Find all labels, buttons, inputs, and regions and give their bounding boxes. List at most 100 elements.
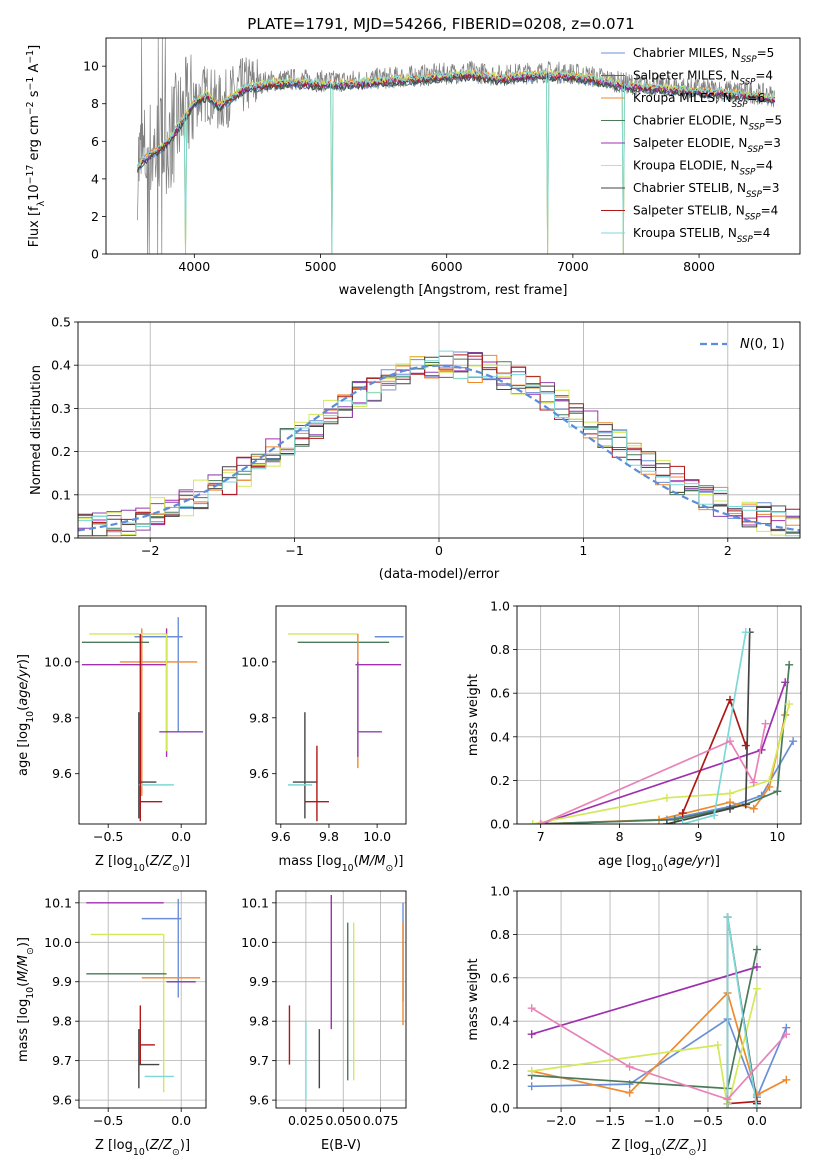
x-tick-label: 9.6 <box>271 829 291 844</box>
weight-marker <box>625 1088 634 1097</box>
y-tick-label: 9.8 <box>52 710 72 725</box>
label-part: ( <box>663 854 668 869</box>
label-part: Z/Z <box>665 1138 689 1153</box>
y-tick-label: 0.2 <box>490 773 510 788</box>
plot-area <box>86 898 201 1093</box>
axes-frame <box>78 890 207 1109</box>
label-part: 10 <box>651 863 663 874</box>
label-part: −2 <box>25 101 36 115</box>
weight-series <box>726 916 758 1108</box>
plot-area <box>288 894 404 1101</box>
plot-area <box>78 350 800 537</box>
x-axis-label: mass [log10(M/M⊙)] <box>279 854 404 874</box>
label-part: age/yr <box>16 662 31 705</box>
label-part: ⊙ <box>689 1147 697 1158</box>
weight-marker <box>749 804 758 813</box>
y-tick-label: 9.6 <box>249 1093 269 1108</box>
x-tick-label: 0.025 <box>288 1113 324 1128</box>
label-part: 10 <box>25 711 36 723</box>
label-part: Z [log <box>95 1138 133 1153</box>
weight-marker <box>528 820 537 824</box>
legend-label: N(0, 1) <box>740 337 785 352</box>
axes-frame <box>105 37 801 255</box>
plot-area <box>137 38 776 254</box>
y-tick-label: 9.8 <box>249 1014 269 1029</box>
label-part: s <box>27 90 42 101</box>
y-tick-label: 9.8 <box>52 1014 72 1029</box>
weight-marker <box>527 1004 536 1013</box>
x-tick-label: 4000 <box>178 259 210 274</box>
x-tick-label: 7000 <box>557 259 589 274</box>
weight-marker <box>726 789 734 798</box>
label-part: Z [log <box>95 854 133 869</box>
label-part: ( <box>16 706 31 711</box>
y-tick-label: 0.0 <box>51 531 71 546</box>
weight-series <box>727 1100 757 1105</box>
histogram-series <box>78 350 800 537</box>
axes-frame <box>77 321 801 539</box>
y-axis-label: Flux [fλ10−17 erg cm−2 s−1 A−1] <box>25 45 47 247</box>
weight-marker <box>662 793 671 802</box>
legend-label: Kroupa STELIB, NSSP=4 <box>633 226 770 245</box>
panel-mass_vs_EBV: 0.025 0.050 0.075 9.6 9.7 9.8 9.9 10.0 10.1 E(B-V… <box>241 890 407 1153</box>
weight-series <box>531 988 758 1108</box>
label-part: ( <box>145 854 150 869</box>
x-tick-label: −2 <box>141 543 159 558</box>
figure-title: PLATE=1791, MJD=54266, FIBERID=0208, z=0… <box>247 15 634 33</box>
x-axis-label: age [log10(age/yr)] <box>598 854 720 874</box>
y-tick-label: 0.2 <box>490 1057 510 1072</box>
y-axis-label: age [log10(age/yr)] <box>16 654 36 776</box>
label-part: Salpeter STELIB, N <box>633 204 745 218</box>
label-part: SSP <box>732 100 749 110</box>
panel-age_vs_mass: 9.6 9.8 10.0 9.6 9.8 10.0 mass [log10(M/M⊙)] <box>241 605 407 874</box>
y-tick-label: 1.0 <box>490 599 510 614</box>
x-tick-label: 0.0 <box>171 1113 191 1128</box>
weight-series <box>666 632 751 824</box>
x-tick-label: −2.0 <box>546 1113 576 1128</box>
label-part: 10 <box>25 987 36 999</box>
x-tick-label: −0.5 <box>693 1113 723 1128</box>
model-spectrum <box>137 68 776 254</box>
x-tick-label: −1 <box>285 543 303 558</box>
label-part: −1 <box>25 50 36 64</box>
histogram-series <box>78 358 800 532</box>
weight-marker <box>678 809 687 818</box>
label-part: SSP <box>741 55 758 65</box>
label-part: M/M <box>16 955 31 982</box>
label-part: )] <box>180 854 190 869</box>
weight-marker <box>527 1030 536 1039</box>
y-tick-label: 0 <box>91 247 99 262</box>
weight-marker <box>782 1030 791 1039</box>
weight-marker <box>752 1104 761 1108</box>
x-tick-label: 5000 <box>305 259 337 274</box>
label-part: =4 <box>755 69 773 83</box>
y-tick-label: 0.6 <box>490 686 510 701</box>
label-part: age/yr <box>668 854 711 869</box>
weight-marker <box>752 984 761 993</box>
label-part: =3 <box>763 136 781 150</box>
weight-marker <box>726 695 734 704</box>
weight-marker <box>785 660 794 669</box>
y-tick-label: 10.0 <box>241 654 269 669</box>
x-tick-label: −0.5 <box>93 829 123 844</box>
legend-label: Kroupa MILES, NSSP=6 <box>633 91 765 110</box>
label-part: Z/Z <box>149 854 173 869</box>
y-tick-label: 9.6 <box>52 766 72 781</box>
weight-marker <box>723 1095 732 1104</box>
y-tick-label: 0.4 <box>490 1014 510 1029</box>
label-part: M/M <box>359 854 386 869</box>
y-tick-label: 0.5 <box>51 315 71 330</box>
weight-marker <box>749 778 758 787</box>
x-tick-label: 8 <box>616 829 624 844</box>
x-tick-label: 9.8 <box>319 829 339 844</box>
y-axis-label: mass [log10(M/M⊙)] <box>16 937 36 1062</box>
weight-marker <box>625 1062 634 1071</box>
y-tick-label: 0.0 <box>490 817 510 832</box>
y-axis-label: mass weight <box>466 674 481 756</box>
label-part: age [log <box>598 854 651 869</box>
y-tick-label: 9.9 <box>249 974 269 989</box>
weight-marker <box>782 1075 791 1084</box>
label-part: 10 <box>649 1147 661 1158</box>
weight-marker <box>761 719 770 728</box>
